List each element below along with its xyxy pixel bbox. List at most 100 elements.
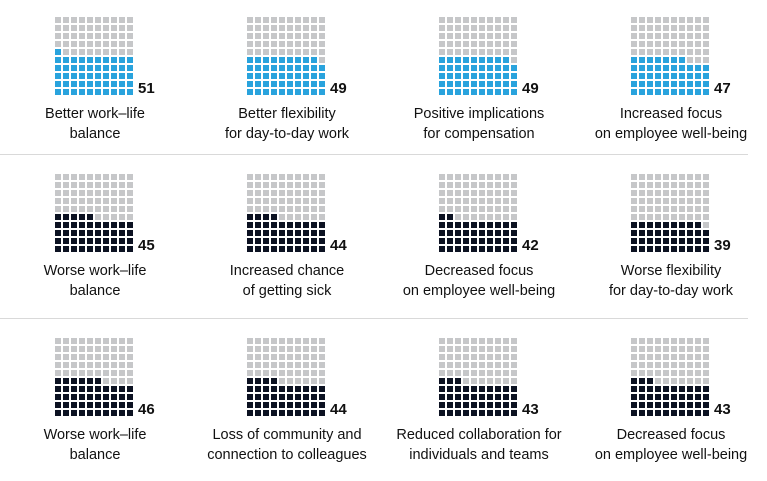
waffle-square-filled	[695, 81, 701, 87]
waffle-square-filled	[119, 386, 125, 392]
category-label-line: Better flexibility	[238, 106, 336, 122]
waffle-square-empty	[255, 33, 261, 39]
waffle-square-empty	[63, 206, 69, 212]
waffle-square-filled	[455, 222, 461, 228]
waffle-square-empty	[671, 182, 677, 188]
waffle-square-filled	[439, 410, 445, 416]
waffle-square-filled	[479, 386, 485, 392]
waffle-square-filled	[95, 73, 101, 79]
waffle-square-filled	[511, 73, 517, 79]
waffle-square-filled	[487, 65, 493, 71]
waffle-square-empty	[311, 33, 317, 39]
waffle-square-empty	[263, 370, 269, 376]
waffle-square-empty	[479, 346, 485, 352]
waffle-square-empty	[303, 378, 309, 384]
waffle-square-filled	[319, 394, 325, 400]
waffle-square-empty	[295, 362, 301, 368]
waffle-square-filled	[55, 222, 61, 228]
waffle-square-empty	[503, 206, 509, 212]
waffle-square-empty	[111, 206, 117, 212]
waffle-square-empty	[631, 214, 637, 220]
waffle-square-filled	[703, 386, 709, 392]
waffle-square-filled	[255, 81, 261, 87]
waffle-square-filled	[279, 402, 285, 408]
waffle-square-empty	[687, 206, 693, 212]
waffle-square-filled	[495, 230, 501, 236]
waffle-square-filled	[479, 81, 485, 87]
waffle-square-filled	[271, 378, 277, 384]
waffle-square-empty	[703, 362, 709, 368]
waffle-square-empty	[111, 198, 117, 204]
waffle-square-empty	[103, 370, 109, 376]
waffle-square-filled	[679, 57, 685, 63]
waffle-square-filled	[503, 89, 509, 95]
waffle-square-empty	[487, 49, 493, 55]
waffle-square-filled	[103, 246, 109, 252]
waffle-square-empty	[511, 346, 517, 352]
waffle-square-empty	[471, 378, 477, 384]
waffle-grid	[631, 17, 711, 97]
waffle-square-empty	[287, 33, 293, 39]
waffle-square-empty	[487, 206, 493, 212]
waffle-square-empty	[71, 338, 77, 344]
waffle-square-empty	[279, 49, 285, 55]
waffle-square-empty	[671, 33, 677, 39]
waffle-square-empty	[631, 362, 637, 368]
waffle-square-filled	[71, 222, 77, 228]
waffle-square-filled	[679, 230, 685, 236]
waffle-square-filled	[695, 65, 701, 71]
waffle-square-filled	[303, 246, 309, 252]
waffle-square-filled	[663, 402, 669, 408]
waffle-square-empty	[255, 174, 261, 180]
waffle-square-filled	[639, 402, 645, 408]
waffle-square-empty	[303, 214, 309, 220]
waffle-square-empty	[695, 198, 701, 204]
waffle-square-empty	[439, 25, 445, 31]
waffle-square-filled	[671, 73, 677, 79]
waffle-square-empty	[111, 41, 117, 47]
waffle-square-empty	[255, 41, 261, 47]
waffle-square-empty	[263, 354, 269, 360]
waffle-square-empty	[279, 33, 285, 39]
waffle-square-filled	[255, 410, 261, 416]
waffle-square-filled	[479, 57, 485, 63]
waffle-square-filled	[679, 386, 685, 392]
category-label-line: Reduced collaboration for	[396, 427, 562, 443]
waffle-square-empty	[679, 174, 685, 180]
waffle-square-empty	[695, 206, 701, 212]
waffle-square-filled	[63, 402, 69, 408]
waffle-square-empty	[263, 49, 269, 55]
category-label-line: Increased chance	[229, 263, 345, 279]
waffle-square-filled	[455, 57, 461, 63]
waffle-square-filled	[55, 73, 61, 79]
waffle-square-empty	[631, 206, 637, 212]
waffle-square-filled	[279, 230, 285, 236]
waffle-square-empty	[511, 25, 517, 31]
waffle-square-filled	[631, 378, 637, 384]
waffle-square-empty	[647, 25, 653, 31]
waffle-square-filled	[63, 410, 69, 416]
waffle-grid	[247, 17, 327, 97]
waffle-square-filled	[511, 238, 517, 244]
waffle-square-empty	[687, 49, 693, 55]
waffle-square-filled	[95, 410, 101, 416]
waffle-square-empty	[111, 370, 117, 376]
waffle-square-filled	[479, 65, 485, 71]
waffle-square-empty	[71, 362, 77, 368]
waffle-square-filled	[55, 386, 61, 392]
waffle-square-filled	[503, 73, 509, 79]
waffle-square-filled	[463, 246, 469, 252]
waffle-square-empty	[103, 49, 109, 55]
waffle-square-empty	[79, 370, 85, 376]
waffle-square-empty	[247, 41, 253, 47]
waffle-square-filled	[671, 222, 677, 228]
waffle-square-empty	[663, 25, 669, 31]
waffle-square-empty	[695, 25, 701, 31]
waffle-square-filled	[271, 65, 277, 71]
waffle-square-filled	[471, 410, 477, 416]
waffle-square-filled	[287, 230, 293, 236]
waffle-square-empty	[247, 354, 253, 360]
waffle-square-empty	[319, 182, 325, 188]
waffle-square-filled	[55, 246, 61, 252]
waffle-square-filled	[439, 246, 445, 252]
